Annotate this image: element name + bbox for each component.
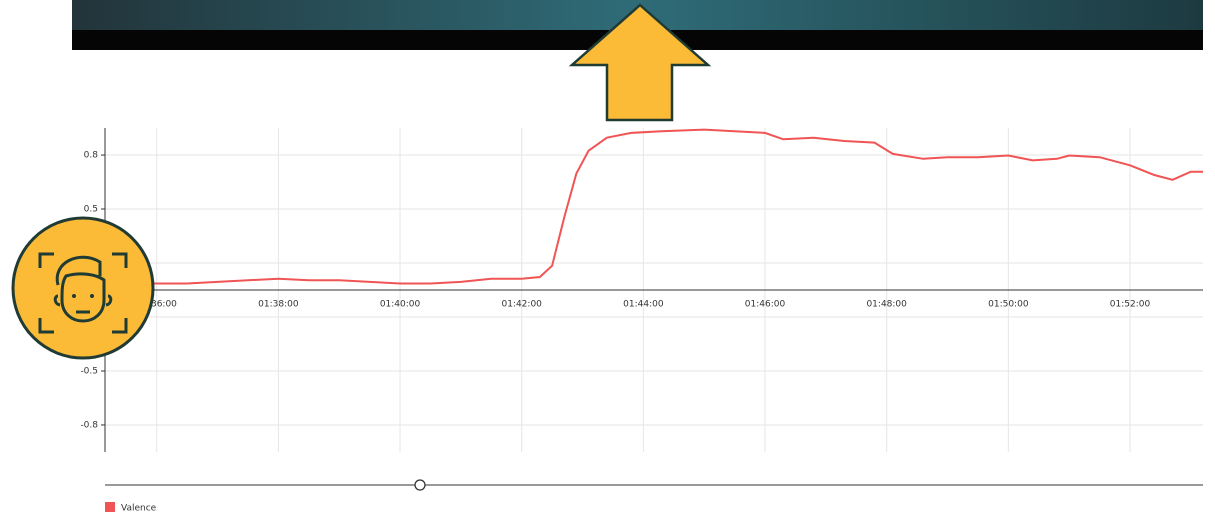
x-tick-label: 01:50:00 [988, 300, 1029, 310]
line-series [132, 130, 1203, 284]
x-tick-label: 01:42:00 [501, 300, 542, 310]
x-tick-label: 01:40:00 [380, 300, 421, 310]
x-tick-label: 01:46:00 [745, 300, 786, 310]
time-slider[interactable] [105, 480, 1203, 490]
legend-swatch [105, 502, 115, 512]
y-tick-label: -0.5 [80, 367, 98, 377]
y-tick-label: -0.8 [80, 420, 98, 430]
legend-label: Valence [121, 504, 157, 514]
y-tick-label: 0.8 [84, 151, 99, 161]
x-tick-label: 01:44:00 [623, 300, 664, 310]
screen: 01:36:0001:38:0001:40:0001:42:0001:44:00… [0, 0, 1215, 514]
x-tick-label: 01:48:00 [866, 300, 907, 310]
x-tick-label: 01:38:00 [258, 300, 299, 310]
x-tick-label: 01:52:00 [1110, 300, 1151, 310]
y-tick-label: 0.5 [84, 205, 98, 215]
face-icon [13, 218, 153, 358]
